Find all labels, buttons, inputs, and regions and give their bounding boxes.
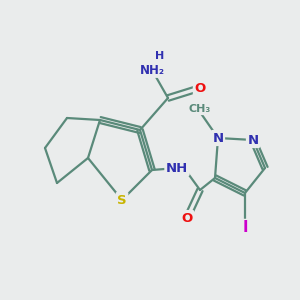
- Text: N: N: [248, 134, 259, 146]
- Text: O: O: [182, 212, 193, 224]
- Text: NH₂: NH₂: [140, 64, 164, 76]
- Text: S: S: [117, 194, 127, 206]
- Text: I: I: [242, 220, 248, 236]
- Text: NH: NH: [166, 161, 188, 175]
- Text: N: N: [212, 131, 224, 145]
- Text: O: O: [194, 82, 206, 94]
- Text: CH₃: CH₃: [189, 104, 211, 114]
- Text: H: H: [155, 51, 165, 61]
